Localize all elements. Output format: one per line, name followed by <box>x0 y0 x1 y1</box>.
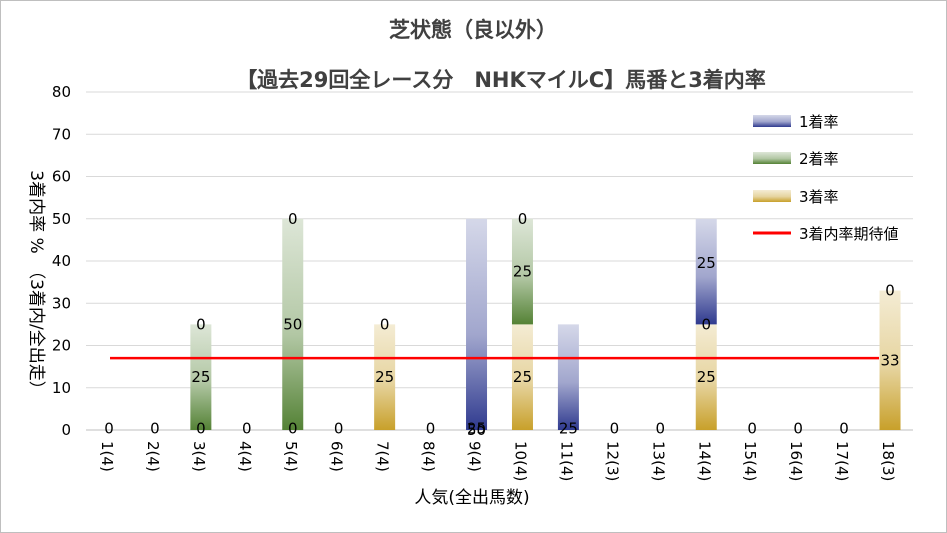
chart-title: 芝状態（良以外） <box>389 18 557 42</box>
data-label: 25 <box>513 368 532 386</box>
y-tick-label: 30 <box>52 294 71 312</box>
data-label: 50 <box>467 421 486 439</box>
data-label: 25 <box>191 368 210 386</box>
data-label: 0 <box>334 419 344 437</box>
data-label: 25 <box>513 263 532 281</box>
x-tick-label: 4(4) <box>236 441 254 472</box>
x-axis-label: 人気(全出馬数) <box>414 488 529 508</box>
x-tick-label: 9(4) <box>466 441 484 472</box>
y-axis-label: 3着内率 % （3着内/全出走） <box>26 170 46 397</box>
data-label: 0 <box>288 419 298 437</box>
legend-swatch-2nd <box>753 152 791 164</box>
y-tick-label: 0 <box>61 421 71 439</box>
legend-swatch-1st <box>753 115 791 127</box>
x-tick-label: 14(4) <box>695 441 713 481</box>
data-label: 0 <box>288 210 298 228</box>
data-label: 0 <box>747 419 757 437</box>
x-tick-label: 15(4) <box>741 441 759 481</box>
x-tick-label: 10(4) <box>511 441 529 481</box>
x-tick-label: 17(4) <box>833 441 851 481</box>
x-tick-label: 12(3) <box>603 441 621 481</box>
legend-label-expected: 3着内率期待値 <box>799 225 899 243</box>
data-label: 0 <box>885 282 895 300</box>
x-tick-label: 2(4) <box>144 441 162 472</box>
y-tick-label: 70 <box>52 125 71 143</box>
x-tick-label: 13(4) <box>649 441 667 481</box>
legend-swatch-3rd <box>753 190 791 202</box>
bar-segment <box>511 218 533 325</box>
data-label: 0 <box>380 315 390 333</box>
data-label: 0 <box>196 315 206 333</box>
legend-label-3rd: 3着率 <box>799 188 839 206</box>
data-label: 0 <box>839 419 849 437</box>
data-label: 0 <box>196 419 206 437</box>
bar-segment <box>190 324 212 430</box>
data-label: 0 <box>656 419 666 437</box>
legend-label-2nd: 2着率 <box>799 150 839 168</box>
data-label: 0 <box>242 419 252 437</box>
data-label: 25 <box>375 368 394 386</box>
data-label: 0 <box>793 419 803 437</box>
x-tick-label: 16(4) <box>787 441 805 481</box>
bar-segment <box>466 218 488 430</box>
y-tick-label: 60 <box>52 168 71 186</box>
data-label: 25 <box>467 419 486 437</box>
x-tick-label: 1(4) <box>98 441 116 472</box>
y-tick-label: 10 <box>52 379 71 397</box>
data-label: 0 <box>426 419 436 437</box>
y-tick-label: 50 <box>52 210 71 228</box>
x-tick-label: 3(4) <box>190 441 208 472</box>
x-tick-label: 5(4) <box>282 441 300 472</box>
y-tick-label: 20 <box>52 337 71 355</box>
bar-segment <box>695 324 717 430</box>
data-label: 0 <box>150 419 160 437</box>
bar-segment <box>511 324 533 430</box>
y-tick-label: 80 <box>52 83 71 101</box>
x-tick-label: 11(4) <box>557 441 575 481</box>
data-label: 0 <box>104 419 114 437</box>
data-label: 0 <box>610 419 620 437</box>
data-label: 25 <box>697 368 716 386</box>
x-tick-label: 6(4) <box>328 441 346 472</box>
bar-segment <box>695 218 717 325</box>
y-tick-label: 40 <box>52 252 71 270</box>
chart-subtitle: 【過去29回全レース分 NHKマイルC】馬番と3着内率 <box>236 68 766 92</box>
bar-segment <box>282 218 304 430</box>
legend: 1着率 2着率 3着率 3着内率期待値 <box>753 113 899 243</box>
x-tick-label: 7(4) <box>374 441 392 472</box>
bar-segment <box>557 324 579 430</box>
data-label: 33 <box>880 351 899 369</box>
x-tick-label: 8(4) <box>420 441 438 472</box>
bar-segment <box>879 290 901 430</box>
bar-segment <box>374 324 396 430</box>
data-label: 25 <box>559 419 578 437</box>
data-label: 0 <box>518 210 528 228</box>
x-tick-label: 18(3) <box>879 441 897 481</box>
legend-label-1st: 1着率 <box>799 113 839 131</box>
data-label: 25 <box>697 254 716 272</box>
data-label: 50 <box>283 315 302 333</box>
data-label: 0 <box>701 315 711 333</box>
